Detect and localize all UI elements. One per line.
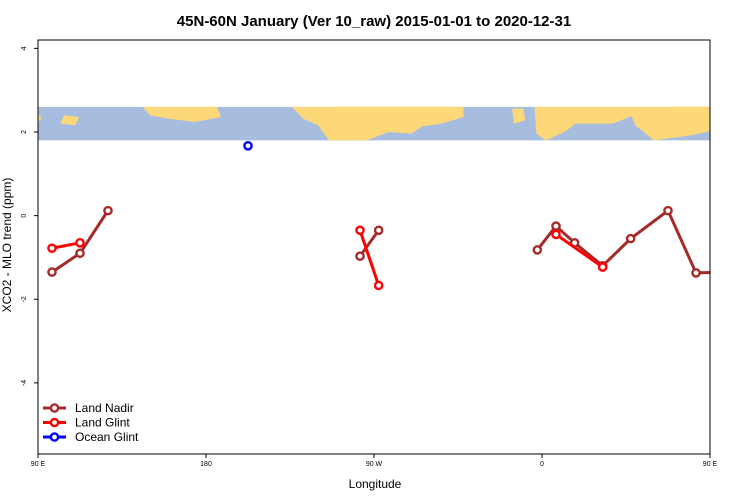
x-tick-label: 90 W: [366, 461, 383, 468]
legend-marker-ocean-glint: [49, 432, 60, 442]
y-tick-label: 0: [21, 214, 28, 218]
land-glint-point: [355, 225, 365, 236]
x-tick-label: 180: [200, 461, 212, 468]
x-axis-label: Longitude: [349, 477, 402, 491]
map-landmass: [512, 108, 526, 124]
map-landmass: [291, 106, 464, 141]
data-series: [47, 140, 710, 291]
legend-label-land-glint: Land Glint: [75, 416, 130, 430]
land-nadir-point: [373, 225, 384, 236]
y-axis-label: XCO2 - MLO trend (ppm): [0, 178, 14, 313]
legend-label-land-nadir: Land Nadir: [75, 401, 134, 415]
land-nadir-point: [47, 267, 57, 277]
chart-title: 45N-60N January (Ver 10_raw) 2015-01-01 …: [177, 13, 571, 30]
legend-marker-land-glint: [49, 417, 60, 428]
land-nadir-point: [355, 251, 365, 262]
land-glint-point: [75, 238, 85, 248]
land-nadir-line: [536, 209, 710, 275]
land-glint-point: [597, 262, 608, 272]
y-tick-label: -4: [21, 380, 28, 386]
legend-label-ocean-glint: Ocean Glint: [75, 430, 139, 444]
land-nadir-point: [103, 205, 113, 216]
x-tick-label: 0: [540, 461, 544, 468]
land-nadir-point: [691, 268, 701, 278]
land-nadir-line: [358, 229, 380, 258]
map-landmass: [38, 112, 42, 122]
plot-frame: [37, 39, 711, 455]
y-tick-label: -2: [21, 296, 28, 302]
legend-marker-land-nadir: [49, 403, 60, 413]
y-tick-label: 2: [21, 130, 28, 134]
x-tick-label: 90 E: [703, 461, 718, 468]
map-landmass: [534, 106, 634, 141]
y-tick-label: 4: [21, 46, 28, 50]
map-landmass: [142, 106, 221, 122]
x-tick-label: 90 E: [31, 461, 46, 468]
land-glint-point: [47, 243, 57, 254]
land-nadir-point: [75, 248, 85, 259]
land-nadir-point: [551, 221, 561, 231]
land-nadir-point: [663, 205, 673, 216]
land-nadir-point: [532, 245, 543, 255]
land-nadir-point: [625, 233, 636, 244]
ocean-glint-point: [243, 140, 253, 151]
land-glint-point: [551, 229, 561, 240]
land-glint-line: [555, 233, 604, 269]
world-map-strip: [38, 106, 710, 141]
land-glint-line: [358, 229, 381, 286]
map-landmass: [60, 115, 80, 126]
map-landmass: [336, 106, 453, 112]
land-glint-point: [373, 280, 384, 291]
map-landmass: [627, 106, 710, 141]
